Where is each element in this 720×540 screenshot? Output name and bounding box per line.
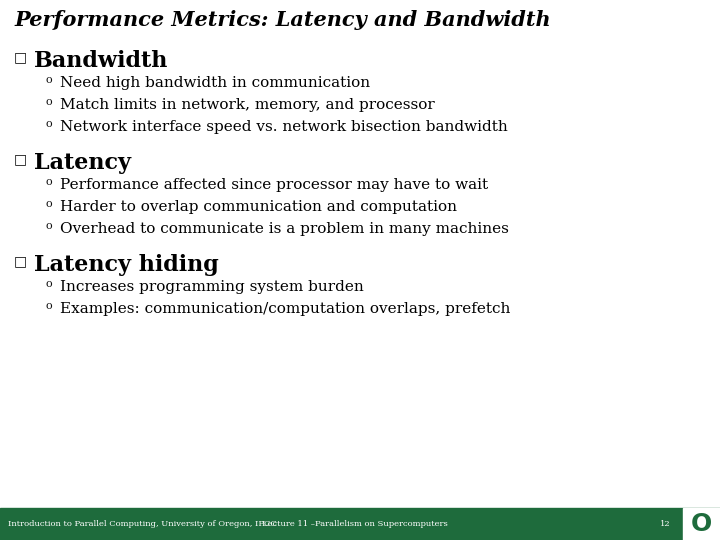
Text: Latency: Latency (34, 152, 131, 174)
Text: □: □ (14, 152, 27, 166)
Text: o: o (46, 119, 53, 129)
Text: Harder to overlap communication and computation: Harder to overlap communication and comp… (60, 200, 457, 214)
Text: 12: 12 (660, 520, 670, 528)
Text: o: o (46, 177, 53, 187)
Text: Introduction to Parallel Computing, University of Oregon, IPCC: Introduction to Parallel Computing, Univ… (8, 520, 276, 528)
Bar (683, 508, 720, 540)
Text: o: o (46, 279, 53, 289)
Text: Need high bandwidth in communication: Need high bandwidth in communication (60, 76, 370, 90)
Text: o: o (46, 199, 53, 209)
Text: Bandwidth: Bandwidth (34, 50, 168, 72)
Text: Performance affected since processor may have to wait: Performance affected since processor may… (60, 178, 488, 192)
Text: Performance Metrics: Latency and Bandwidth: Performance Metrics: Latency and Bandwid… (14, 10, 551, 30)
Text: Latency hiding: Latency hiding (34, 254, 219, 276)
Text: o: o (46, 221, 53, 231)
Text: □: □ (14, 50, 27, 64)
Text: Increases programming system burden: Increases programming system burden (60, 280, 364, 294)
Text: o: o (46, 301, 53, 311)
Text: Overhead to communicate is a problem in many machines: Overhead to communicate is a problem in … (60, 222, 509, 236)
Text: o: o (46, 97, 53, 107)
Text: o: o (46, 75, 53, 85)
Text: Examples: communication/computation overlaps, prefetch: Examples: communication/computation over… (60, 302, 510, 316)
Bar (0, 508, 720, 540)
Text: O: O (690, 512, 711, 536)
Text: Lecture 11 –Parallelism on Supercomputers: Lecture 11 –Parallelism on Supercomputer… (262, 520, 448, 528)
Text: Network interface speed vs. network bisection bandwidth: Network interface speed vs. network bise… (60, 120, 508, 134)
Text: Match limits in network, memory, and processor: Match limits in network, memory, and pro… (60, 98, 435, 112)
Text: □: □ (14, 254, 27, 268)
